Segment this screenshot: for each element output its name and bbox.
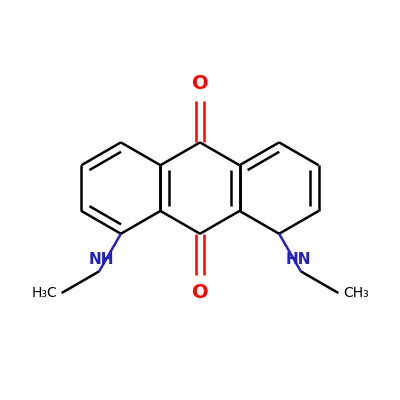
Text: CH₃: CH₃	[343, 286, 369, 300]
Text: HN: HN	[286, 252, 311, 267]
Text: O: O	[192, 283, 208, 302]
Text: H₃C: H₃C	[31, 286, 57, 300]
Text: NH: NH	[89, 252, 114, 267]
Text: O: O	[192, 74, 208, 93]
